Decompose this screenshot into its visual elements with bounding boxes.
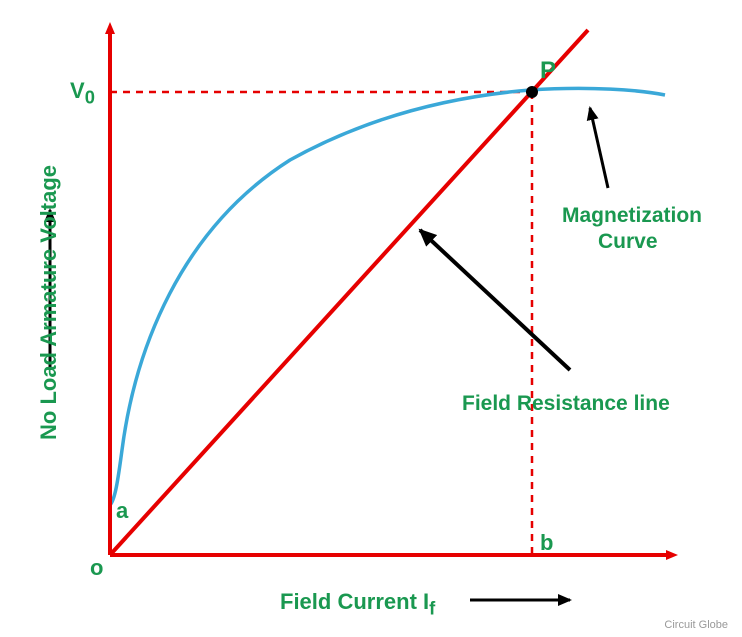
x-axis-label: Field Current If [280,589,435,619]
chart-container: P a b o Field Resistance line Magnetizat… [0,0,742,637]
v0-text: V [70,78,85,103]
v0-sub: 0 [85,86,95,107]
magnetization-pointer [590,108,608,188]
magnetization-label-2: Curve [598,230,658,253]
field-resistance-line [110,30,588,555]
magnetization-curve [110,88,665,505]
chart-svg: P a b o Field Resistance line Magnetizat… [0,0,742,637]
field-resistance-pointer [420,230,570,370]
x-axis-label-text: Field Current I [280,589,429,614]
magnetization-label-1: Magnetization [562,204,702,227]
x-axis-label-sub: f [429,597,435,618]
field-resistance-label: Field Resistance line [462,392,670,415]
watermark: Circuit Globe [664,619,728,631]
origin-label: o [90,555,103,580]
v0-label: V0 [70,78,95,108]
point-p-label: P [540,57,556,84]
y-axis-label-text: No Load Armature Voltage [36,165,61,440]
point-p [526,86,538,98]
y-axis-label: No Load Armature Voltage [36,165,62,440]
point-b-label: b [540,530,553,555]
point-a-label: a [116,498,129,523]
